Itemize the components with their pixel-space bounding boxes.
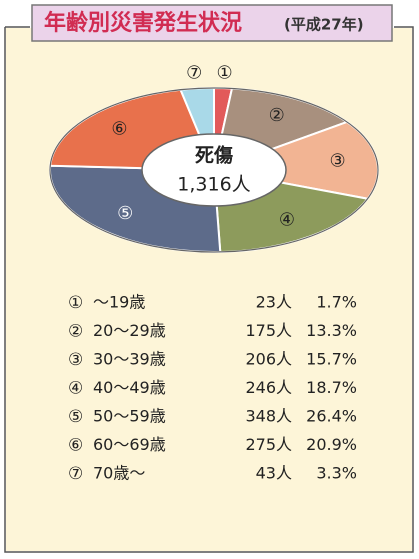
legend-marker: ⑥ [68, 436, 83, 456]
legend-count: 43人 [256, 464, 292, 483]
slice-marker: ① [217, 62, 233, 83]
chart-subtitle: (平成27年) [284, 16, 364, 34]
legend-marker: ① [68, 293, 83, 313]
slice-marker: ⑦ [186, 63, 202, 84]
legend-percent: 18.7% [306, 378, 357, 397]
slice-marker: ⑥ [111, 118, 127, 139]
legend-count: 175人 [245, 321, 292, 340]
legend-marker: ⑤ [68, 407, 83, 427]
legend-category: 70歳～ [93, 464, 145, 483]
legend-marker: ⑦ [68, 464, 83, 484]
legend-percent: 26.4% [306, 407, 357, 426]
legend-marker: ② [68, 322, 83, 342]
slice-marker: ④ [279, 210, 295, 231]
pie-outline [49, 87, 379, 253]
legend-category: 40～49歳 [93, 378, 166, 397]
legend-percent: 15.7% [306, 350, 357, 369]
slice-marker: ⑤ [117, 203, 133, 224]
legend-count: 275人 [245, 435, 292, 454]
legend-category: 50～59歳 [93, 407, 166, 426]
legend-marker: ③ [68, 350, 83, 370]
center-hole [141, 133, 287, 207]
total-label: 1,316人 [177, 174, 250, 196]
legend-category: 20～29歳 [93, 321, 166, 340]
legend-category: 60～69歳 [93, 435, 166, 454]
legend-percent: 20.9% [306, 435, 357, 454]
legend-percent: 3.3% [316, 464, 357, 483]
frame [4, 26, 414, 553]
legend-count: 206人 [245, 350, 292, 369]
legend-category: ～19歳 [93, 293, 145, 312]
chart-title: 年齢別災害発生状況 [44, 10, 242, 36]
slice-marker: ② [269, 105, 285, 126]
legend-count: 246人 [245, 378, 292, 397]
legend-marker: ④ [68, 379, 83, 399]
legend-percent: 13.3% [306, 321, 357, 340]
legend-percent: 1.7% [316, 293, 357, 312]
legend-count: 23人 [256, 293, 292, 312]
legend-count: 348人 [245, 407, 292, 426]
center-title: 死傷 [195, 144, 233, 167]
slice-marker: ③ [329, 151, 345, 172]
legend-category: 30～39歳 [93, 350, 166, 369]
title-box [31, 4, 393, 42]
